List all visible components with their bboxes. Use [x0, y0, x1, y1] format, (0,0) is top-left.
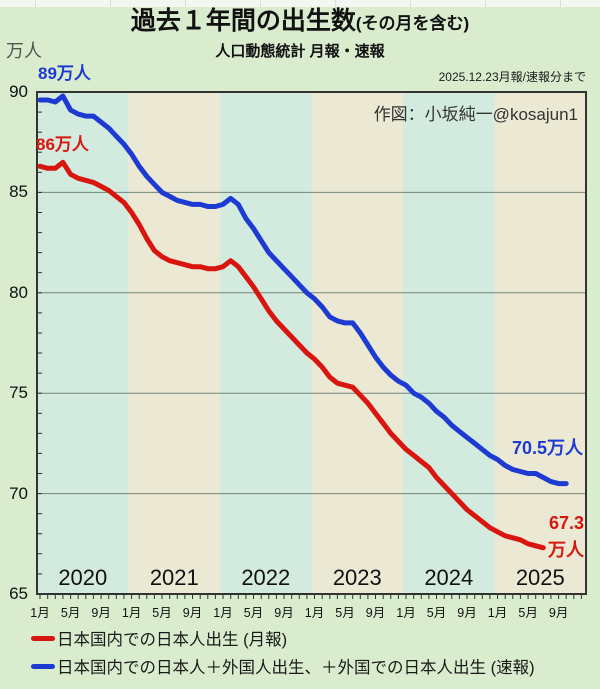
month-label-2022-1月: 1月 [213, 606, 233, 620]
y-tick-label-70: 70 [9, 483, 28, 503]
month-label-2022-5月: 5月 [243, 606, 264, 620]
year-label-2020: 2020 [58, 565, 108, 590]
month-label-2024-5月: 5月 [426, 606, 447, 620]
y-tick-label-75: 75 [9, 383, 28, 403]
legend-label-preliminary: 日本国内での日本人＋外国人出生、＋外国での日本人出生 (速報) [57, 659, 535, 677]
month-label-2020-9月: 9月 [91, 606, 111, 620]
legend-label-monthly: 日本国内での日本人出生 (月報) [57, 631, 288, 649]
month-label-2021-5月: 5月 [152, 606, 172, 620]
annotation-blue-end: 70.5万人 [512, 438, 584, 458]
annotation-red-start: 86万人 [36, 135, 89, 154]
month-label-2021-1月: 1月 [121, 606, 142, 620]
annotation-red-end: 67.3 万人 [534, 510, 584, 564]
year-band-2023 [311, 92, 403, 594]
chart-title-main: 過去１年間の出生数 [130, 7, 356, 35]
month-label-2020-1月: 1月 [30, 606, 50, 620]
y-tick-label-65: 65 [9, 584, 28, 603]
y-tick-label-85: 85 [9, 182, 28, 202]
year-band-2024 [403, 92, 495, 594]
year-label-2022: 2022 [241, 565, 291, 590]
year-label-2024: 2024 [424, 565, 474, 590]
month-label-2025-9月: 9月 [548, 606, 569, 620]
data-coverage-note: 2025.12.23月報/速報分まで [438, 70, 586, 84]
annotation-blue-start: 89万人 [38, 64, 91, 83]
month-label-2022-9月: 9月 [274, 606, 294, 620]
year-band-2020 [37, 92, 129, 594]
month-label-2025-5月: 5月 [518, 606, 538, 620]
month-label-2024-9月: 9月 [457, 606, 477, 620]
month-label-2020-5月: 5月 [60, 606, 81, 620]
month-label-2023-5月: 5月 [335, 606, 355, 620]
year-label-2023: 2023 [332, 565, 382, 590]
annotation-red-end-value: 67.3 [548, 513, 584, 533]
month-label-2021-9月: 9月 [182, 606, 203, 620]
chart-title: 過去１年間の出生数(その月を含む) [0, 5, 600, 40]
y-tick-label-80: 80 [9, 282, 28, 302]
legend: 日本国内での日本人出生 (月報) 日本国内での日本人＋外国人出生、＋外国での日本… [31, 624, 535, 680]
month-label-2025-1月: 1月 [487, 606, 508, 620]
year-band-2025 [494, 92, 586, 594]
series-line-domestic-japanese-monthly [37, 159, 546, 551]
legend-row-preliminary: 日本国内での日本人＋外国人出生、＋外国での日本人出生 (速報) [31, 652, 535, 680]
month-label-2024-1月: 1月 [396, 606, 416, 620]
annotation-red-end-unit: 万人 [548, 540, 584, 560]
year-label-2021: 2021 [149, 565, 199, 590]
month-label-2023-1月: 1月 [304, 606, 325, 620]
y-tick-label-90: 90 [9, 82, 28, 101]
y-axis-unit-label: 万人 [6, 41, 42, 61]
year-label-2025: 2025 [515, 565, 565, 590]
legend-row-monthly: 日本国内での日本人出生 (月報) [31, 624, 535, 652]
chart-subtitle: 人口動態統計 月報・速報 [215, 43, 385, 60]
plot-border [36, 91, 587, 595]
spreadsheet-top-strip [0, 0, 600, 7]
chart-title-paren: (その月を含む) [355, 14, 470, 33]
month-label-2023-9月: 9月 [365, 606, 386, 620]
legend-swatch-blue-line [31, 663, 55, 669]
author-credit: 作図：小坂純一@kosajun1 [373, 105, 578, 124]
series-line-total-including-foreign-preliminary [37, 93, 569, 487]
legend-swatch-red-line [31, 635, 55, 641]
